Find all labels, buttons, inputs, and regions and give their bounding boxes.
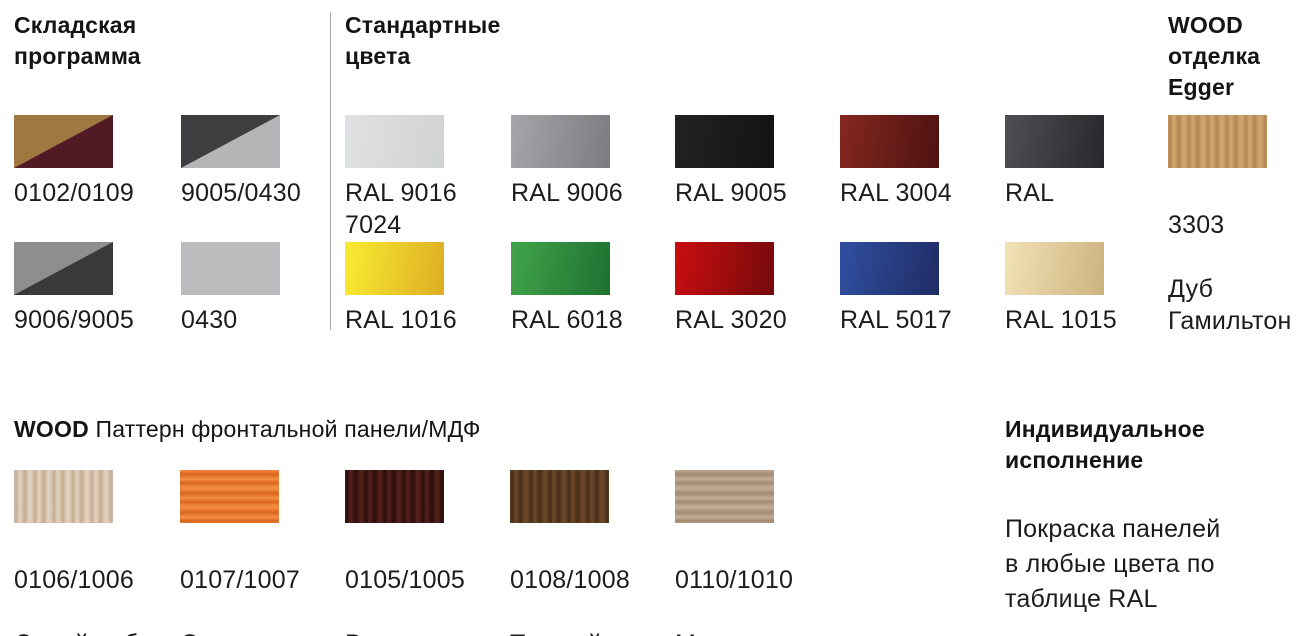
swatch-name: Седой дуб	[14, 628, 172, 636]
swatch-code-label: RAL 5017	[840, 306, 952, 334]
swatch-code: 0108/1008	[510, 566, 630, 594]
swatch-code-label: 0106/1006 Седой дуб	[14, 532, 172, 636]
wood-texture-swatch	[1168, 115, 1267, 168]
swatch-name: Ольха	[180, 628, 338, 636]
wood-texture-swatch	[180, 470, 279, 523]
wood-mdf-title-bold: WOOD	[14, 416, 89, 442]
swatch-cell: 0430	[181, 242, 339, 336]
swatch-cell: RAL 9006	[511, 115, 669, 209]
swatch-cell: RAL 9016 7024	[345, 115, 503, 241]
custom-finish-text: Покраска панелей в любые цвета по таблиц…	[1005, 515, 1221, 613]
standard-colors-title: Стандартные цвета	[345, 12, 501, 69]
color-swatch	[511, 242, 610, 295]
color-swatch	[840, 115, 939, 168]
swatch-cell: RAL 5017	[840, 242, 998, 336]
swatch-cell: RAL 1015	[1005, 242, 1163, 336]
swatch-cell: 0106/1006 Седой дуб	[14, 470, 172, 636]
swatch-cell: 9005/0430	[181, 115, 339, 209]
color-swatch	[1005, 115, 1104, 168]
wood-texture-swatch	[675, 470, 774, 523]
color-swatch	[1005, 242, 1104, 295]
color-swatch	[511, 115, 610, 168]
wood-egger-title: WOOD отделка Egger	[1168, 12, 1261, 100]
swatch-cell: RAL	[1005, 115, 1163, 209]
swatch-code-label: 0105/1005 Венге	[345, 532, 503, 636]
custom-finish-title: Индивидуальное исполнение	[1005, 416, 1205, 473]
swatch-code-label: 0102/0109	[14, 179, 134, 207]
wood-mdf-title: WOOD Паттерн фронтальной панели/МДФ	[14, 414, 481, 445]
swatch-code-label: 0430	[181, 306, 238, 334]
swatch-code-label: RAL 3004	[840, 179, 952, 207]
wood-mdf-title-rest: Паттерн фронтальной панели/МДФ	[88, 416, 481, 442]
wood-texture-swatch	[14, 470, 113, 523]
color-swatch	[181, 115, 280, 168]
color-swatch	[14, 242, 113, 295]
swatch-cell: RAL 3004	[840, 115, 998, 209]
color-swatch	[675, 242, 774, 295]
wood-texture-swatch	[345, 470, 444, 523]
color-swatch	[675, 115, 774, 168]
swatch-code-label: RAL 6018	[511, 306, 623, 334]
swatch-cell: 0102/0109	[14, 115, 172, 209]
swatch-name: Дуб Гамильтон	[1168, 275, 1292, 335]
color-swatch	[181, 242, 280, 295]
swatch-code-label: RAL 9016 7024	[345, 179, 457, 239]
swatch-code: 3303	[1168, 211, 1225, 239]
swatch-cell: 0107/1007 Ольха	[180, 470, 338, 636]
color-swatch	[840, 242, 939, 295]
swatch-code-label: RAL 9005	[675, 179, 787, 207]
swatch-cell: RAL 9005	[675, 115, 833, 209]
color-swatch	[14, 115, 113, 168]
swatch-cell: 9006/9005	[14, 242, 172, 336]
swatch-code-label: 3303 Дуб Гамильтон	[1168, 177, 1313, 369]
swatch-code: 0110/1010	[675, 566, 794, 594]
swatch-code-label: RAL 3020	[675, 306, 787, 334]
swatch-cell: 0110/1010 Мариель	[675, 470, 833, 636]
swatch-code: 0107/1007	[180, 566, 300, 594]
swatch-name: Венге	[345, 628, 503, 636]
swatch-cell: RAL 6018	[511, 242, 669, 336]
swatch-code-label: 0110/1010 Мариель	[675, 532, 833, 636]
swatch-code-label: RAL 1016	[345, 306, 457, 334]
swatch-code-label: 9005/0430	[181, 179, 301, 207]
swatch-cell: 3303 Дуб Гамильтон	[1168, 115, 1313, 369]
swatch-code-label: 0107/1007 Ольха	[180, 532, 338, 636]
color-swatch	[345, 115, 444, 168]
swatch-code: 0105/1005	[345, 566, 465, 594]
swatch-code-label: 0108/1008 Темный дуб	[510, 532, 668, 636]
swatch-name: Мариель	[675, 628, 833, 636]
swatch-cell: 0108/1008 Темный дуб	[510, 470, 668, 636]
swatch-name: Темный дуб	[510, 628, 668, 636]
swatch-cell: RAL 1016	[345, 242, 503, 336]
swatch-code-label: RAL	[1005, 179, 1055, 207]
swatch-code: 0106/1006	[14, 566, 134, 594]
swatch-code-label: RAL 9006	[511, 179, 623, 207]
wood-texture-swatch	[510, 470, 609, 523]
color-swatch	[345, 242, 444, 295]
swatch-code-label: RAL 1015	[1005, 306, 1117, 334]
swatch-cell: 0105/1005 Венге	[345, 470, 503, 636]
swatch-code-label: 9006/9005	[14, 306, 134, 334]
stock-program-title: Складская программа	[14, 12, 141, 69]
section-divider	[330, 12, 331, 330]
swatch-cell: RAL 3020	[675, 242, 833, 336]
